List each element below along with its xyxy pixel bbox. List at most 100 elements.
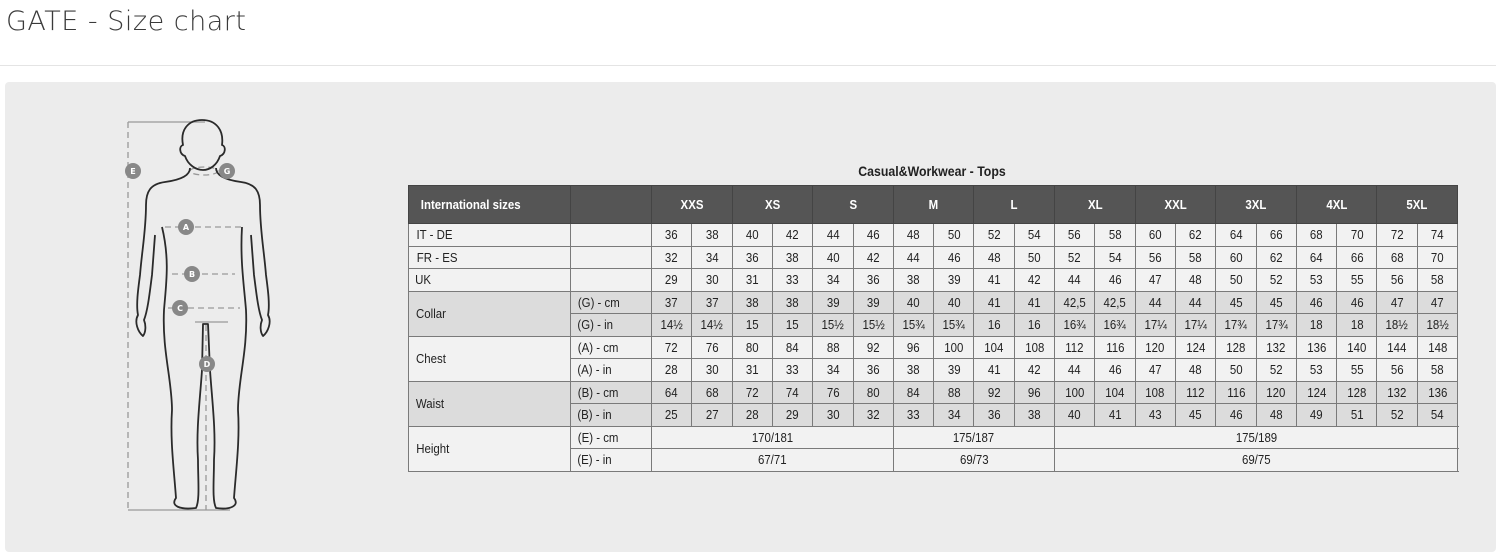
- table-cell-text: 39: [826, 294, 840, 310]
- table-cell-text: 68: [705, 384, 719, 400]
- table-cell: 47: [1376, 290, 1418, 314]
- table-cell-text: 32: [866, 407, 880, 423]
- table-cell-text: 15½: [862, 317, 885, 333]
- table-cell: 18½: [1416, 313, 1459, 337]
- table-cell: 38: [892, 358, 935, 382]
- table-cell: 44: [1174, 290, 1217, 314]
- table-cell: 39: [933, 268, 975, 292]
- table-cell: 18½: [1376, 313, 1418, 337]
- table-cell-text: 41: [987, 362, 1001, 378]
- table-cell: 52: [1255, 358, 1297, 382]
- row-unit-text: (E) - cm: [577, 429, 619, 445]
- table-cell: 46: [1215, 403, 1257, 427]
- table-cell: 72: [731, 380, 773, 404]
- table-cell-text: 30: [705, 362, 719, 378]
- table-cell-text: 55: [1350, 362, 1364, 378]
- table-cell: 36: [973, 403, 1015, 427]
- table-cell: 62: [1174, 223, 1217, 247]
- table-cell: 84: [892, 380, 935, 404]
- table-cell: 60: [1215, 245, 1257, 269]
- table-cell: 45: [1255, 290, 1297, 314]
- table-cell-text: 47: [1430, 294, 1444, 310]
- table-row: (G) - in 14½ 14½ 15 15 15½ 15½ 15¾ 15¾ 16 16 16¾ 16¾…: [409, 313, 1459, 337]
- row-unit-text: (G) - cm: [577, 294, 620, 310]
- table-cell: 33: [892, 403, 935, 427]
- row-label-text: UK: [415, 272, 431, 288]
- table-cell: 39: [812, 290, 854, 314]
- table-cell: 54: [1094, 245, 1136, 269]
- table-cell-text: 60: [1229, 249, 1243, 265]
- table-cell-text: 64: [1229, 227, 1243, 243]
- table-cell: 29: [771, 403, 814, 427]
- table-cell-text: 80: [866, 384, 880, 400]
- table-cell-text: 136: [1427, 384, 1447, 400]
- table-cell: 50: [1013, 245, 1056, 269]
- table-cell-text: 30: [826, 407, 840, 423]
- table-cell: 68: [691, 380, 733, 404]
- row-label-text: IT - DE: [416, 227, 453, 243]
- table-cell: 16: [1013, 313, 1056, 337]
- table-cell: 44: [892, 245, 935, 269]
- table-cell: 58: [1416, 268, 1459, 292]
- divider: [0, 65, 1496, 66]
- table-cell-text: 37: [705, 294, 719, 310]
- table-cell-text: 50: [1229, 362, 1243, 378]
- table-cell-text: 80: [745, 339, 759, 355]
- table-cell-text: 16: [987, 317, 1001, 333]
- table-cell-text: 104: [984, 339, 1004, 355]
- table-cell: 54: [1013, 223, 1056, 247]
- table-cell: 48: [1174, 268, 1217, 292]
- table-cell-text: 44: [907, 249, 920, 265]
- table-cell-text: 33: [907, 407, 920, 423]
- header-size: M: [892, 185, 975, 224]
- table-cell: 48: [973, 245, 1015, 269]
- header-size-text: 4XL: [1326, 197, 1348, 212]
- table-cell: 47: [1416, 290, 1459, 314]
- table-cell-text: 53: [1310, 362, 1323, 378]
- height-cell: 67/71: [651, 448, 894, 472]
- header-size: S: [812, 185, 894, 224]
- table-cell-text: 42: [866, 249, 880, 265]
- table-cell-text: 44: [826, 227, 840, 243]
- height-cell-text: 170/181: [751, 429, 794, 445]
- row-unit: [570, 245, 652, 269]
- table-cell-text: 50: [947, 227, 961, 243]
- header-size: 5XL: [1376, 185, 1458, 224]
- table-cell: 72: [1376, 223, 1418, 247]
- table-cell: 140: [1336, 335, 1378, 359]
- table-cell: 40: [933, 290, 975, 314]
- table-cell-text: 54: [1108, 249, 1122, 265]
- header-size-text: XS: [764, 197, 781, 212]
- table-cell: 32: [852, 403, 894, 427]
- table-cell-text: 41: [987, 294, 1001, 310]
- table-cell: 50: [1215, 268, 1257, 292]
- table-cell: 15¾: [892, 313, 935, 337]
- table-cell-text: 44: [1148, 294, 1162, 310]
- table-cell-text: 124: [1186, 339, 1206, 355]
- table-cell-text: 100: [1065, 384, 1085, 400]
- table-cell-text: 64: [1310, 249, 1323, 265]
- table-cell: 76: [691, 335, 733, 359]
- table-cell: 53: [1295, 268, 1338, 292]
- table-cell-text: 45: [1189, 407, 1202, 423]
- table-cell-text: 52: [1390, 407, 1404, 423]
- table-cell-text: 62: [1189, 227, 1202, 243]
- table-cell: 48: [1174, 358, 1217, 382]
- header-size: XL: [1054, 185, 1136, 224]
- table-cell: 16¾: [1094, 313, 1136, 337]
- row-unit: (B) - cm: [570, 380, 652, 404]
- table-cell-text: 40: [947, 294, 961, 310]
- table-cell: 28: [650, 358, 693, 382]
- table-cell-text: 38: [907, 272, 920, 288]
- table-cell: 108: [1013, 335, 1056, 359]
- table-cell: 45: [1215, 290, 1257, 314]
- header-size: XS: [731, 185, 814, 224]
- label-d: D: [204, 360, 211, 369]
- row-unit: [570, 268, 652, 292]
- table-cell: 30: [812, 403, 854, 427]
- header-international-sizes: International sizes: [408, 185, 571, 224]
- row-unit: [570, 223, 652, 247]
- table-cell: 58: [1416, 358, 1459, 382]
- table-cell: 43: [1134, 403, 1176, 427]
- table-cell-text: 38: [907, 362, 920, 378]
